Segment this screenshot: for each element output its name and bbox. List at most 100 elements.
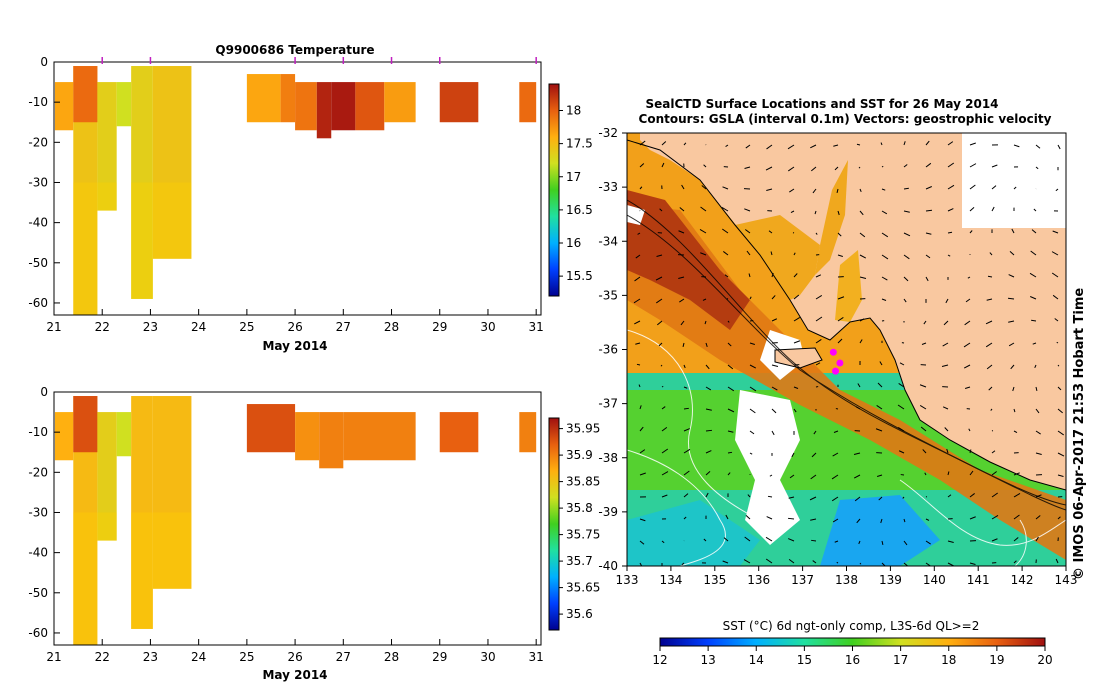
seal-location-marker [832,367,840,375]
velocity-vector [853,452,861,455]
velocity-vector [922,449,927,454]
velocity-vector [765,536,773,542]
temperature-colorbar [548,83,560,297]
velocity-vector [903,187,909,190]
velocity-vector [991,450,996,454]
map-y-tick-label: -32 [598,126,618,140]
salinity-colorbar-tick-label: 35.85 [566,475,600,489]
velocity-vector [1055,188,1059,192]
velocity-vector [793,317,801,322]
temperature-cell [97,82,117,211]
sst-colorbar-tick-label: 17 [893,653,908,667]
velocity-vector [1031,229,1037,234]
temperature-x-label: May 2014 [262,339,327,353]
temperature-cell [73,66,98,123]
velocity-vector [943,320,949,326]
velocity-vector [812,188,817,194]
velocity-vector [920,426,927,432]
velocity-vector [661,406,666,410]
salinity-x-tick-label: 25 [239,650,254,664]
salinity-cell [97,412,117,541]
velocity-vector [746,250,751,256]
velocity-vector [969,516,976,520]
map-y-tick-label: -34 [598,234,618,248]
velocity-vector [661,385,664,388]
salinity-cell [116,412,132,457]
velocity-vector [924,472,927,476]
salinity-cells [54,396,537,645]
kangaroo-island [774,347,823,369]
temperature-x-tick-label: 23 [143,320,158,334]
velocity-vector [854,496,861,502]
salinity-colorbar-ticks: 35.6 35.65 35.7 35.75 35.8 35.85 35.9 35.95 [559,422,600,621]
velocity-vector [1013,144,1020,148]
velocity-vector [925,254,931,259]
velocity-vector [636,363,641,366]
velocity-vector [793,386,799,389]
velocity-vector [1013,408,1016,413]
map-credit: © IMOS 06-Apr-2017 21:53 Hobart Time [1072,288,1087,580]
velocity-vector [788,166,795,172]
velocity-vector [836,188,839,193]
velocity-vector [1051,251,1059,256]
velocity-vector [964,320,971,326]
salinity-colorbar-tick-label: 35.65 [566,581,600,595]
velocity-vector [1008,342,1015,347]
velocity-vector [639,449,646,454]
velocity-vector [834,540,839,543]
spencer-gulf-water [735,215,820,300]
temperature-x-tick-label: 24 [191,320,206,334]
temperature-cell-deep [97,182,117,211]
salinity-colorbar [548,417,560,631]
temperature-cell [519,82,537,123]
temperature-cell [131,66,153,299]
velocity-vector [903,562,909,566]
map-y-tick-label: -33 [598,180,618,194]
temperature-cell [316,82,332,139]
velocity-vector [947,162,955,168]
velocity-vector [856,518,861,524]
temperature-cell [246,74,281,123]
velocity-vector [991,538,998,542]
velocity-vector [859,339,863,344]
temperature-y-tick-label: 0 [40,55,48,69]
velocity-vector [705,450,712,454]
velocity-vector [765,558,773,564]
velocity-vector [639,186,643,190]
velocity-vector [815,339,822,344]
velocity-vector [1011,228,1015,234]
velocity-vector [985,320,993,325]
velocity-vector [1057,386,1062,391]
salinity-cell [246,404,296,453]
velocity-vector [723,537,729,542]
velocity-vector [881,562,886,566]
velocity-vector [923,320,927,325]
sst-colorbar-tick-label: 20 [1037,653,1052,667]
velocity-vector [834,166,839,171]
velocity-vector [947,494,952,498]
velocity-vector [793,252,796,256]
seal-location-marker [829,348,837,356]
velocity-vector [766,144,773,150]
velocity-vector [1013,537,1019,542]
velocity-vector [853,474,861,479]
velocity-vector [1057,144,1061,150]
velocity-vector [988,386,993,391]
salinity-cell [152,396,192,589]
salinity-x-ticks: 21 22 23 24 25 26 27 28 29 30 31 [46,639,544,664]
velocity-vector [793,294,800,300]
velocity-vector [749,364,757,369]
velocity-vector [681,562,685,566]
velocity-vector [656,254,663,257]
velocity-vector [787,517,795,520]
velocity-vector [968,428,971,432]
map-x-tick-label: 137 [791,573,814,587]
velocity-vector [1034,364,1037,369]
temperature-cell [384,82,416,123]
velocity-vector [727,430,734,433]
salinity-cell [439,412,479,453]
velocity-vector [859,188,862,193]
velocity-vector [705,470,711,476]
velocity-vector [749,342,755,345]
velocity-vector [903,254,910,260]
